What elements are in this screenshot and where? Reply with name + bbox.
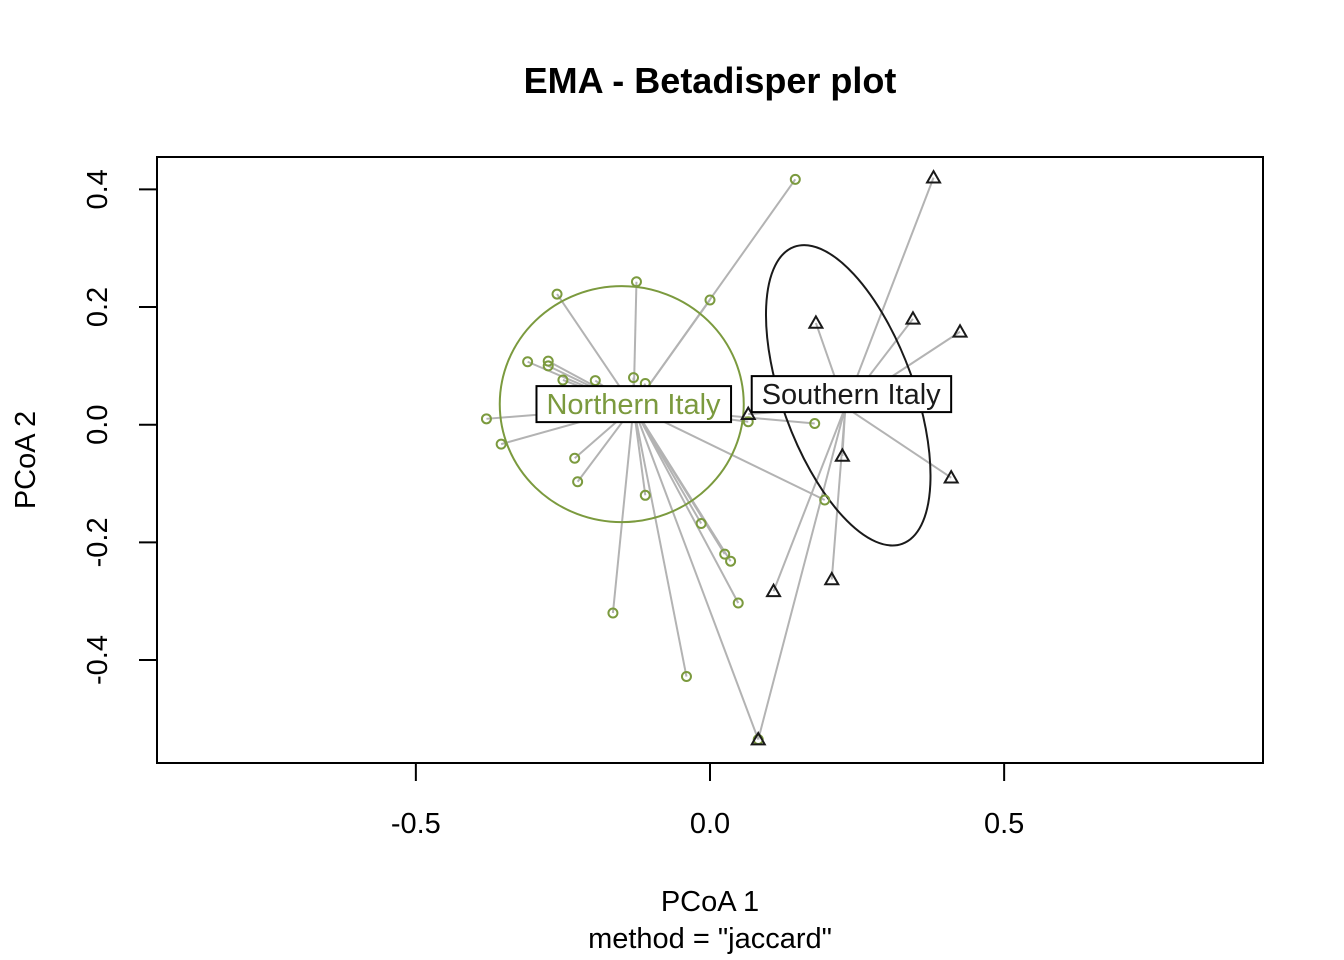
point-southern-6	[942, 469, 960, 484]
group-label-1: Southern Italy	[750, 375, 953, 414]
spoke-g1-8	[830, 406, 847, 580]
point-northern-19	[732, 597, 744, 609]
y-axis-label: PCoA 2	[10, 411, 42, 509]
group-label-text-1: Southern Italy	[762, 379, 941, 411]
point-northern-13	[569, 452, 581, 464]
point-northern-24	[819, 494, 831, 506]
y-axis: -0.4 -0.2 0.0 0.2 0.4	[82, 169, 158, 685]
point-southern-0	[925, 169, 942, 184]
point-northern-21	[680, 671, 692, 683]
point-northern-12	[495, 438, 507, 450]
x-tick-label-1: 0.0	[690, 808, 730, 840]
group-label-box-1	[750, 375, 953, 414]
x-axis-label: PCoA 1	[661, 886, 759, 918]
point-northern-15	[639, 489, 651, 501]
point-southern-5	[834, 447, 851, 462]
point-northern-16	[695, 518, 707, 530]
spoke-g0-21	[632, 406, 688, 677]
point-northern-3	[704, 294, 716, 306]
spoke-g0-20	[611, 406, 635, 614]
spoke-g0-25	[632, 406, 760, 740]
point-southern-4	[740, 405, 757, 420]
point-northern-8	[589, 375, 601, 387]
x-tick-label-0: -0.5	[391, 808, 441, 840]
point-southern-9	[750, 730, 767, 746]
spoke-g1-7	[772, 406, 847, 592]
ellipse-southern-italy	[764, 244, 932, 547]
points-layer	[480, 169, 969, 746]
point-northern-23	[809, 418, 821, 430]
point-northern-22	[742, 416, 754, 428]
y-tick-label-4: 0.4	[82, 169, 114, 209]
point-southern-7	[765, 582, 782, 598]
ellipses-layer	[498, 244, 932, 547]
point-northern-2	[551, 288, 563, 300]
group-label-0: Northern Italy	[535, 385, 733, 424]
x-axis-sublabel: method = "jaccard"	[588, 923, 832, 955]
x-tick-label-2: 0.5	[984, 808, 1024, 840]
y-tick-label-0: -0.4	[82, 635, 114, 685]
point-northern-6	[542, 360, 554, 372]
spokes-layer	[486, 177, 961, 740]
point-northern-9	[628, 372, 640, 384]
group-label-box-0	[535, 385, 733, 424]
chart-title: EMA - Betadisper plot	[524, 60, 897, 101]
ellipse-northern-italy	[498, 285, 745, 524]
group-labels-layer: Northern Italy Southern Italy	[535, 375, 953, 424]
point-northern-17	[719, 548, 731, 560]
spoke-g1-9	[757, 406, 847, 740]
point-northern-18	[725, 555, 737, 567]
point-northern-4	[522, 356, 534, 368]
spoke-g1-0	[844, 177, 935, 408]
point-northern-11	[480, 413, 492, 425]
x-axis: -0.5 0.0 0.5	[391, 762, 1024, 840]
spoke-g0-18	[632, 406, 732, 562]
point-southern-2	[904, 310, 922, 325]
y-tick-label-1: -0.2	[82, 517, 114, 567]
point-northern-14	[572, 476, 584, 488]
point-southern-1	[807, 314, 825, 329]
group-label-text-0: Northern Italy	[546, 389, 721, 421]
point-northern-5	[542, 355, 554, 367]
point-northern-1	[630, 276, 642, 288]
point-northern-7	[557, 374, 569, 386]
spoke-g1-6	[844, 406, 952, 479]
plot-box	[156, 156, 1264, 764]
point-northern-0	[789, 173, 801, 185]
y-tick-label-2: 0.0	[82, 405, 114, 445]
point-southern-3	[951, 323, 969, 338]
y-tick-label-3: 0.2	[82, 287, 114, 327]
point-southern-8	[823, 570, 841, 586]
point-northern-20	[607, 607, 619, 619]
